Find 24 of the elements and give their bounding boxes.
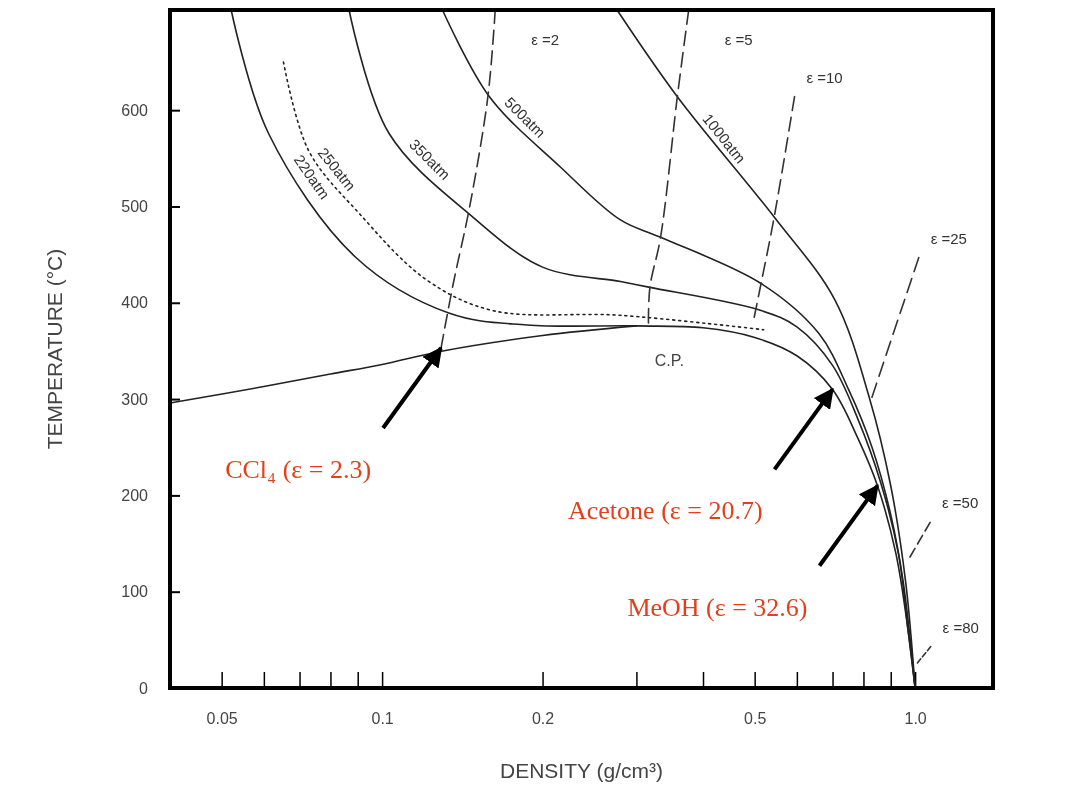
series-label: ε =10 bbox=[806, 68, 843, 86]
y-tick-label: 500 bbox=[121, 198, 149, 216]
series-label: ε =50 bbox=[941, 494, 979, 512]
y-tick-label: 300 bbox=[121, 390, 149, 408]
y-axis-title: TEMPERATURE (°C) bbox=[43, 248, 66, 450]
y-tick-label: 0 bbox=[139, 679, 149, 697]
x-tick-label: 1.0 bbox=[904, 710, 927, 727]
y-tick-label: 400 bbox=[121, 294, 149, 312]
annotation: CCl₄ (ε = 2.3) bbox=[225, 455, 372, 485]
x-axis-title: DENSITY (g/cm³) bbox=[500, 759, 663, 782]
annotation: C.P. bbox=[654, 351, 684, 369]
x-tick-label: 0.05 bbox=[206, 710, 238, 727]
series-label: ε =25 bbox=[930, 229, 967, 247]
x-tick-label: 0.5 bbox=[744, 710, 767, 727]
annotation: MeOH (ε = 32.6) bbox=[627, 592, 808, 622]
x-tick-label: 0.2 bbox=[531, 710, 555, 727]
annotation: Acetone (ε = 20.7) bbox=[568, 496, 763, 526]
x-tick-label: 0.1 bbox=[371, 710, 394, 727]
y-tick-label: 600 bbox=[121, 101, 149, 119]
y-tick-label: 200 bbox=[121, 487, 149, 505]
text: ε =2 bbox=[531, 31, 560, 48]
text: ε =5 bbox=[724, 31, 753, 48]
y-tick-label: 100 bbox=[121, 583, 149, 601]
series-label: ε =80 bbox=[942, 618, 979, 636]
